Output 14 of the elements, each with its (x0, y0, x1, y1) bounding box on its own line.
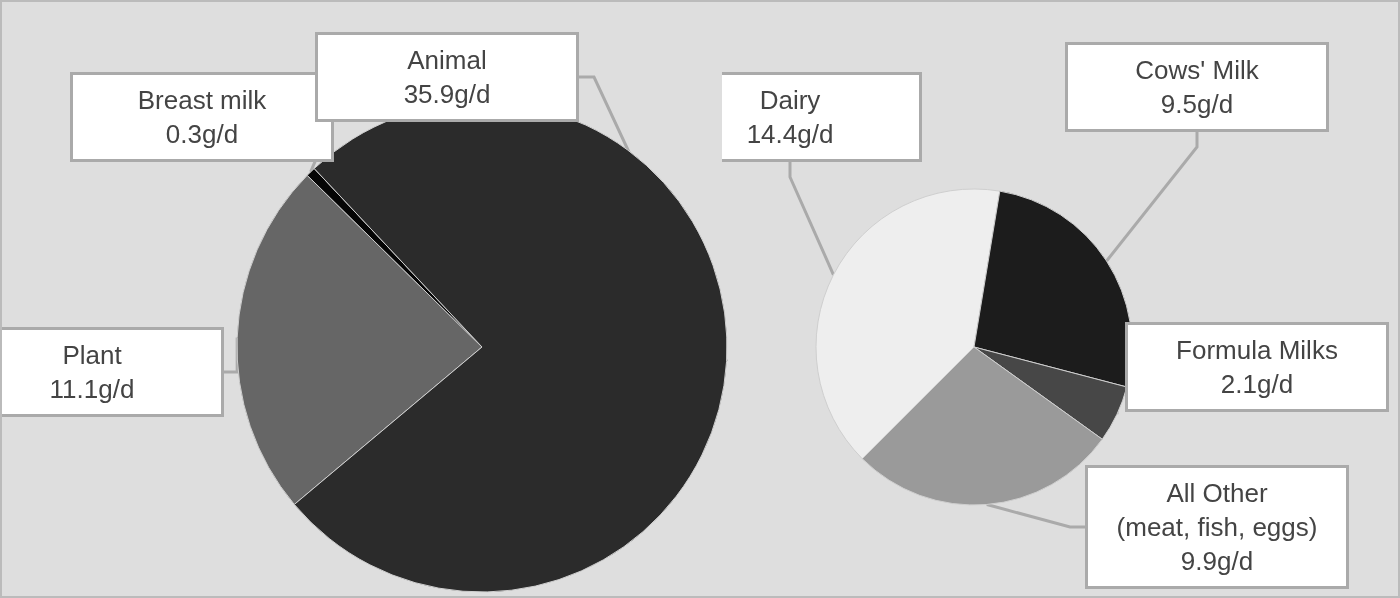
data-label: 9.5g/d (1160, 89, 1234, 119)
slice-label: Dairy (759, 85, 821, 115)
data-label: 9.9g/d (1180, 546, 1254, 576)
data-label: 35.9g/d (403, 79, 491, 109)
slice-label: Formula Milks (1176, 335, 1338, 365)
slice-label: Plant (62, 340, 123, 370)
data-label: 11.1g/d (49, 374, 135, 404)
slice-label: All Other (meat, fish, eggs) (1116, 478, 1318, 542)
slice-label: Cows' Milk (1135, 55, 1260, 85)
slice-label: Animal (407, 45, 487, 75)
slice-label: Breast milk (137, 85, 268, 115)
data-label: 2.1g/d (1220, 369, 1294, 399)
data-label: 14.4g/d (746, 119, 834, 149)
data-label: 0.3g/d (165, 119, 239, 149)
